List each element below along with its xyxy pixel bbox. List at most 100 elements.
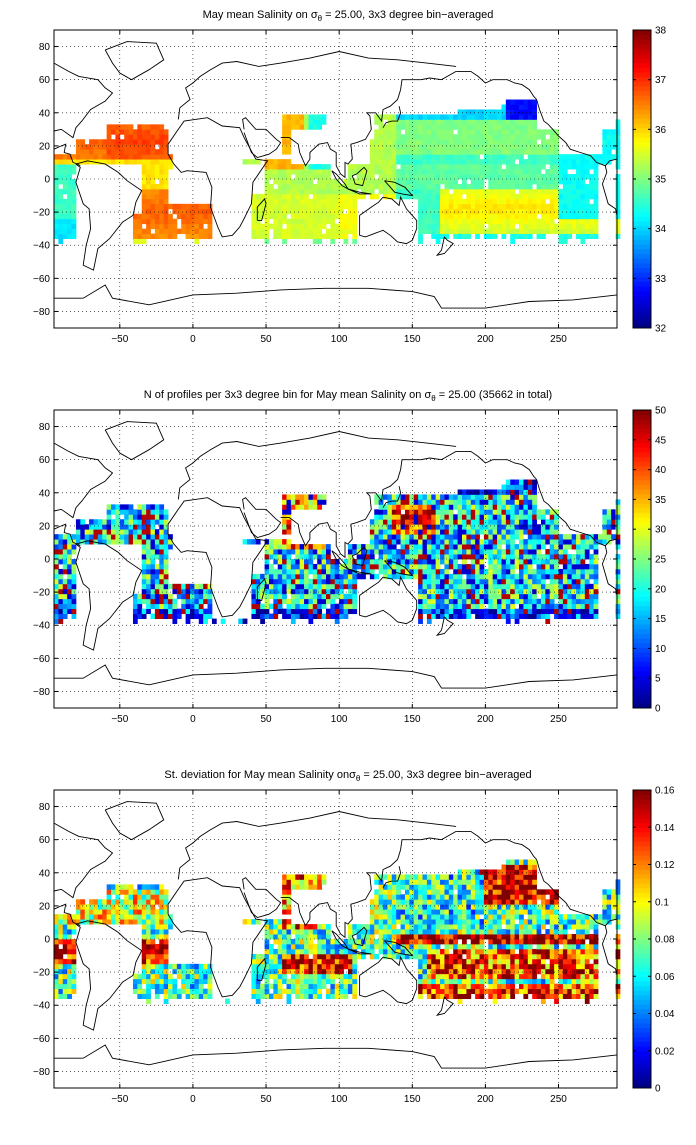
heatmap-cell bbox=[506, 204, 511, 209]
heatmap-cell bbox=[282, 509, 287, 514]
heatmap-cell bbox=[282, 159, 287, 164]
heatmap-cell bbox=[63, 989, 68, 994]
heatmap-cell bbox=[177, 994, 182, 999]
heatmap-cell bbox=[269, 924, 274, 929]
colorbar-segment bbox=[633, 244, 651, 249]
heatmap-cell bbox=[528, 224, 533, 229]
heatmap-cell bbox=[273, 194, 278, 199]
heatmap-cell bbox=[458, 224, 463, 229]
heatmap-cell bbox=[436, 164, 441, 169]
heatmap-cell bbox=[523, 114, 528, 119]
heatmap-cell bbox=[545, 534, 550, 539]
heatmap-cell bbox=[295, 604, 300, 609]
heatmap-cell bbox=[480, 149, 485, 154]
heatmap-cell bbox=[54, 229, 59, 234]
heatmap-cell bbox=[120, 904, 125, 909]
heatmap-cell bbox=[155, 184, 160, 189]
heatmap-cell bbox=[308, 594, 313, 599]
heatmap-cell bbox=[115, 504, 120, 509]
heatmap-cell bbox=[317, 169, 322, 174]
heatmap-cell bbox=[497, 579, 502, 584]
heatmap-cell bbox=[146, 924, 151, 929]
colorbar-segment bbox=[633, 629, 651, 634]
heatmap-cell bbox=[379, 184, 384, 189]
heatmap-cell bbox=[370, 534, 375, 539]
heatmap-cell bbox=[580, 224, 585, 229]
heatmap-cell bbox=[308, 884, 313, 889]
heatmap-cell bbox=[440, 154, 445, 159]
heatmap-cell bbox=[137, 594, 142, 599]
heatmap-cell bbox=[519, 509, 524, 514]
heatmap-cell bbox=[339, 989, 344, 994]
heatmap-cell bbox=[436, 524, 441, 529]
heatmap-cell bbox=[559, 539, 564, 544]
colorbar-segment bbox=[633, 188, 651, 193]
heatmap-cell bbox=[475, 549, 480, 554]
heatmap-cell bbox=[322, 949, 327, 954]
heatmap-cell bbox=[98, 899, 103, 904]
heatmap-cell bbox=[300, 959, 305, 964]
heatmap-cell bbox=[387, 494, 392, 499]
heatmap-cell bbox=[436, 494, 441, 499]
heatmap-cell bbox=[151, 954, 156, 959]
heatmap-cell bbox=[431, 134, 436, 139]
heatmap-cell bbox=[265, 949, 270, 954]
heatmap-cell bbox=[475, 194, 480, 199]
heatmap-cell bbox=[559, 594, 564, 599]
heatmap-cell bbox=[352, 974, 357, 979]
heatmap-cell bbox=[146, 899, 151, 904]
heatmap-cell bbox=[76, 909, 81, 914]
heatmap-cell bbox=[616, 509, 621, 514]
heatmap-cell bbox=[440, 549, 445, 554]
heatmap-cell bbox=[497, 194, 502, 199]
heatmap-cell bbox=[313, 114, 318, 119]
heatmap-cell bbox=[278, 549, 283, 554]
heatmap-cell bbox=[466, 584, 471, 589]
heatmap-cell bbox=[532, 534, 537, 539]
heatmap-cell bbox=[458, 204, 463, 209]
heatmap-cell bbox=[137, 974, 142, 979]
heatmap-cell bbox=[458, 199, 463, 204]
heatmap-cell bbox=[72, 594, 77, 599]
heatmap-cell bbox=[151, 579, 156, 584]
heatmap-cell bbox=[344, 609, 349, 614]
colorbar-segment bbox=[633, 694, 651, 699]
heatmap-cell bbox=[273, 569, 278, 574]
heatmap-cell bbox=[300, 544, 305, 549]
heatmap-cell bbox=[405, 509, 410, 514]
heatmap-cell bbox=[444, 584, 449, 589]
heatmap-cell bbox=[282, 499, 287, 504]
heatmap-cell bbox=[186, 989, 191, 994]
heatmap-cell bbox=[89, 524, 94, 529]
heatmap-cell bbox=[541, 194, 546, 199]
heatmap-cell bbox=[168, 229, 173, 234]
heatmap-cell bbox=[256, 974, 261, 979]
heatmap-cell bbox=[142, 504, 147, 509]
heatmap-cell bbox=[304, 179, 309, 184]
heatmap-cell bbox=[186, 229, 191, 234]
heatmap-cell bbox=[159, 984, 164, 989]
heatmap-cell bbox=[519, 604, 524, 609]
heatmap-cell bbox=[322, 494, 327, 499]
heatmap-cell bbox=[357, 179, 362, 184]
heatmap-cell bbox=[339, 599, 344, 604]
heatmap-cell bbox=[304, 874, 309, 879]
heatmap-cell bbox=[589, 159, 594, 164]
heatmap-cell bbox=[133, 604, 138, 609]
heatmap-cell bbox=[484, 234, 489, 239]
heatmap-cell bbox=[352, 609, 357, 614]
heatmap-cell bbox=[423, 219, 428, 224]
heatmap-cell bbox=[523, 119, 528, 124]
heatmap-cell bbox=[462, 594, 467, 599]
colorbar-segment bbox=[633, 39, 651, 44]
heatmap-cell bbox=[576, 214, 581, 219]
heatmap-cell bbox=[616, 584, 621, 589]
heatmap-cell bbox=[146, 194, 151, 199]
heatmap-cell bbox=[243, 159, 248, 164]
heatmap-cell bbox=[322, 614, 327, 619]
heatmap-cell bbox=[124, 529, 129, 534]
heatmap-cell bbox=[392, 164, 397, 169]
heatmap-cell bbox=[392, 574, 397, 579]
heatmap-cell bbox=[273, 169, 278, 174]
heatmap-cell bbox=[471, 144, 476, 149]
